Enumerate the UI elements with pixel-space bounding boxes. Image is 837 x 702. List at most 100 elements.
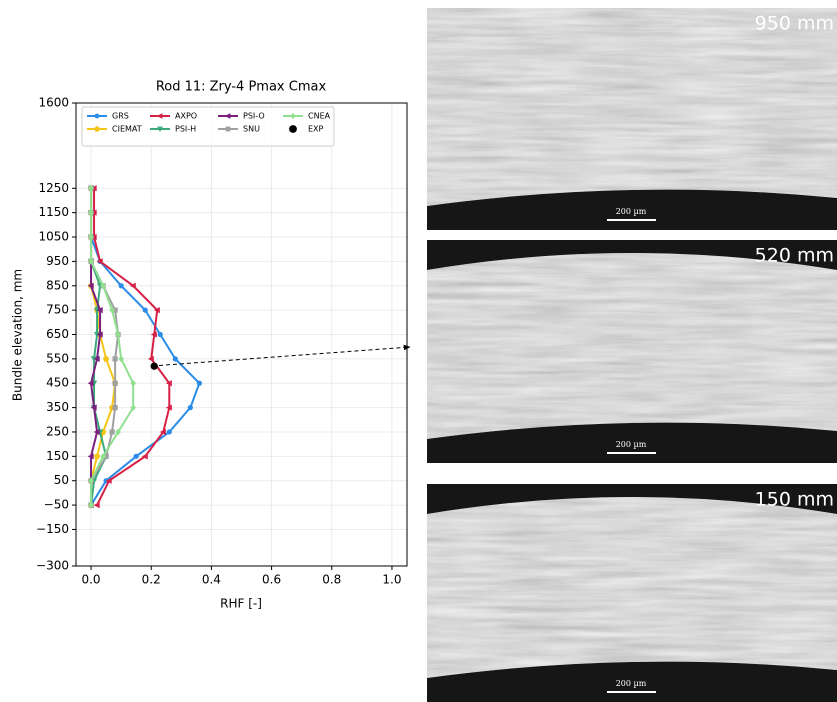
x-axis-label: RHF [-] [220,597,262,611]
x-tick-label: 0.4 [202,573,221,587]
point [118,283,124,289]
point [109,306,115,314]
micrograph-label: 150 mm [755,489,834,511]
legend-label: AXPO [175,112,197,121]
point [96,331,103,338]
y-tick-label: 750 [46,303,69,317]
x-tick-label: 0.0 [81,573,100,587]
point [289,125,297,133]
point [112,405,118,411]
tint [427,253,837,439]
point [157,331,163,338]
micrograph-texture [427,253,837,439]
x-tick-label: 0.6 [262,573,281,587]
point [112,356,118,362]
point [88,501,94,509]
point [165,380,172,387]
point [96,258,103,265]
micrograph-label: 520 mm [755,245,834,267]
y-tick-label: 1600 [38,96,69,110]
point [133,453,139,459]
micrograph-texture [427,497,837,678]
tint [427,497,837,678]
point [141,453,148,460]
texture [427,497,837,678]
annotation-arrow [151,344,411,367]
tint [427,8,837,206]
point [93,331,101,338]
point [109,429,115,435]
point [130,404,137,411]
y-tick-label: 250 [46,424,69,438]
y-tick-label: 1050 [38,230,69,244]
point [94,125,100,132]
point [187,405,193,411]
scale-label: 200 µm [616,440,647,449]
point [290,112,296,120]
y-tick-label: 850 [46,278,69,292]
point [88,477,94,485]
point [87,453,94,460]
point [118,355,124,363]
micrograph-label: 950 mm [755,13,834,35]
point [224,113,231,119]
scale-label: 200 µm [616,207,647,216]
point [129,282,136,289]
scale-label: 200 µm [616,679,647,688]
y-tick-label: 1250 [38,181,69,195]
point [88,233,94,241]
point [159,428,166,436]
series-line [93,188,171,506]
legend-label: CIEMAT [112,125,142,134]
point [90,356,98,363]
point [90,404,97,411]
point [166,429,172,435]
chart-title: Rod 11: Zry-4 Pmax Cmax [156,80,327,95]
y-tick-label: 150 [46,449,69,463]
point [88,258,94,265]
legend-label: PSI-O [243,112,265,121]
legend: GRS CIEMAT AXPO PSI-H PSI-O SNU CNEA EXP [87,112,331,134]
point [147,355,154,362]
point [93,355,100,362]
legend-label: SNU [243,125,260,134]
point [93,452,101,460]
y-tick-label: 350 [46,400,69,414]
point [88,209,94,217]
x-tick-label: 1.0 [382,573,401,587]
point [87,380,94,387]
series-line [90,188,135,506]
x-tick-label: 0.8 [322,573,341,587]
y-tick-label: −150 [36,522,69,536]
plot: GRS CIEMAT AXPO PSI-H PSI-O SNU CNEA EXP Rod 11… [11,80,408,611]
point [87,282,94,289]
y-tick-label: 550 [46,351,69,365]
point [88,184,94,192]
legend-label: CNEA [308,112,331,121]
legend-label: PSI-H [175,125,196,134]
micrographs: 950 mm 200 µm 520 mm 200 µm 150 mm 200 µm [427,8,837,702]
point [100,452,106,460]
texture [427,253,837,439]
point [96,307,103,314]
y-tick-label: −300 [36,559,69,573]
point [115,331,121,338]
point [225,126,231,132]
grid [76,102,407,567]
legend-box [81,106,335,147]
micrograph: 150 mm 200 µm [427,484,837,702]
legend-label: GRS [112,112,129,121]
point [102,355,110,362]
point [156,113,163,119]
series-layer [87,184,202,509]
series-line [90,188,201,506]
y-axis-label: Bundle elevation, mm [11,269,25,401]
point [172,356,178,362]
point [105,477,112,484]
y-tick-label: 1150 [38,205,69,219]
x-tick-label: 0.2 [142,573,161,587]
point [142,307,148,313]
point [100,282,106,290]
point [93,428,100,436]
